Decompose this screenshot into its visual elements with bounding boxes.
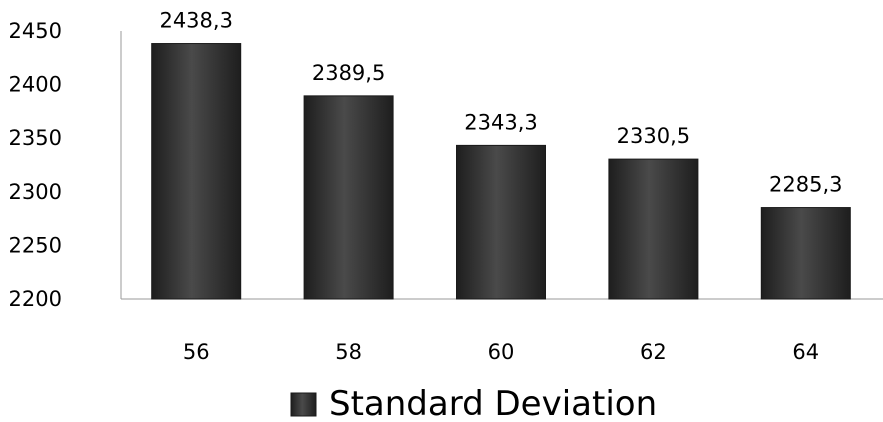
y-tick-label: 2450 — [9, 19, 62, 43]
y-tick-label: 2200 — [9, 287, 62, 311]
x-tick-label: 64 — [792, 340, 819, 364]
bar-value-label: 2343,3 — [464, 110, 537, 134]
data-labels: 2438,3 2389,5 2343,3 2330,5 2285,3 — [159, 9, 842, 197]
bar-value-label: 2438,3 — [159, 9, 232, 33]
x-tick-label: 58 — [335, 340, 362, 364]
bar — [456, 144, 546, 300]
legend-swatch — [290, 392, 317, 417]
bar-value-label: 2330,5 — [617, 124, 690, 148]
y-tick-label: 2300 — [9, 180, 62, 204]
x-tick-label: 60 — [488, 340, 515, 364]
x-tick-label: 62 — [640, 340, 667, 364]
x-tick-label: 56 — [183, 340, 210, 364]
legend: Standard Deviation — [290, 384, 657, 422]
legend-label: Standard Deviation — [329, 384, 657, 418]
bars — [151, 43, 851, 300]
axes: 2200 2250 2300 2350 2400 2450 56 58 60 62 64 — [9, 19, 883, 364]
bar-value-label: 2389,5 — [312, 61, 385, 85]
y-tick-label: 2250 — [9, 233, 62, 257]
bar — [151, 43, 242, 300]
bar-value-label: 2285,3 — [769, 173, 842, 197]
bar — [303, 95, 394, 300]
bar — [760, 207, 851, 300]
y-tick-label: 2350 — [9, 126, 62, 150]
bar — [608, 158, 699, 300]
y-tick-label: 2400 — [9, 73, 62, 97]
